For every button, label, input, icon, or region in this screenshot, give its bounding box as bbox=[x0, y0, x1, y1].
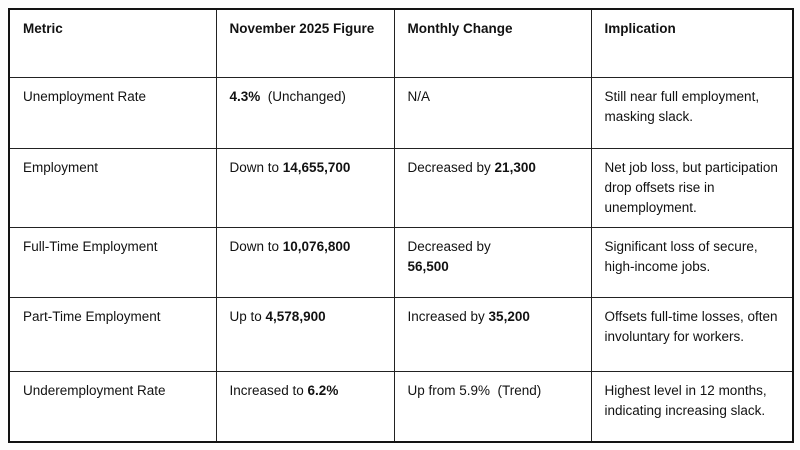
change-cell: Decreased by 56,500 bbox=[393, 226, 592, 298]
metric-cell: Underemployment Rate bbox=[8, 370, 217, 443]
implication-cell: Net job loss, but participation drop off… bbox=[590, 147, 794, 228]
figure-cell: Increased to 6.2% bbox=[215, 370, 395, 443]
table-row: Part-Time Employment Up to 4,578,900 Inc… bbox=[8, 296, 794, 372]
change-cell: N/A bbox=[393, 76, 592, 149]
figure-value: 14,655,700 bbox=[282, 159, 351, 175]
table-row: Unemployment Rate 4.3% (Unchanged) N/A S… bbox=[8, 76, 794, 149]
change-prefix: Increased by bbox=[407, 308, 489, 324]
figure-prefix: Increased to bbox=[229, 382, 308, 398]
figure-prefix: Down to bbox=[229, 238, 283, 254]
table-row: Underemployment Rate Increased to 6.2% U… bbox=[8, 370, 794, 443]
figure-prefix: Up to bbox=[229, 308, 266, 324]
figure-cell: Down to 10,076,800 bbox=[215, 226, 395, 298]
metric-cell: Employment bbox=[8, 147, 217, 228]
column-header-metric: Metric bbox=[8, 8, 217, 78]
figure-cell: 4.3% (Unchanged) bbox=[215, 76, 395, 149]
change-cell: Increased by 35,200 bbox=[393, 296, 592, 372]
implication-cell: Significant loss of secure, high-income … bbox=[590, 226, 794, 298]
change-value: 21,300 bbox=[494, 159, 536, 175]
column-header-figure: November 2025 Figure bbox=[215, 8, 395, 78]
change-cell: Up from 5.9% (Trend) bbox=[393, 370, 592, 443]
change-value: 56,500 bbox=[407, 258, 449, 274]
figure-cell: Up to 4,578,900 bbox=[215, 296, 395, 372]
table-header-row: Metric November 2025 Figure Monthly Chan… bbox=[8, 8, 794, 78]
change-prefix: Up from 5.9% (Trend) bbox=[407, 382, 542, 398]
figure-value: 10,076,800 bbox=[282, 238, 351, 254]
metric-cell: Part-Time Employment bbox=[8, 296, 217, 372]
column-header-change: Monthly Change bbox=[393, 8, 592, 78]
metric-cell: Full-Time Employment bbox=[8, 226, 217, 298]
figure-prefix: Down to bbox=[229, 159, 283, 175]
figure-value: 4.3% bbox=[229, 88, 261, 104]
implication-cell: Highest level in 12 months, indicating i… bbox=[590, 370, 794, 443]
implication-cell: Offsets full-time losses, often involunt… bbox=[590, 296, 794, 372]
table-row: Full-Time Employment Down to 10,076,800 … bbox=[8, 226, 794, 298]
figure-suffix: (Unchanged) bbox=[260, 88, 346, 104]
change-prefix: N/A bbox=[407, 88, 431, 104]
change-prefix: Decreased by bbox=[407, 159, 495, 175]
figure-value: 6.2% bbox=[307, 382, 339, 398]
change-cell: Decreased by 21,300 bbox=[393, 147, 592, 228]
labour-metrics-table: Metric November 2025 Figure Monthly Chan… bbox=[8, 8, 794, 443]
change-prefix: Decreased by bbox=[407, 238, 491, 254]
implication-cell: Still near full employment, masking slac… bbox=[590, 76, 794, 149]
metric-cell: Unemployment Rate bbox=[8, 76, 217, 149]
figure-value: 4,578,900 bbox=[265, 308, 326, 324]
change-value: 35,200 bbox=[488, 308, 530, 324]
table-row: Employment Down to 14,655,700 Decreased … bbox=[8, 147, 794, 228]
figure-cell: Down to 14,655,700 bbox=[215, 147, 395, 228]
column-header-implication: Implication bbox=[590, 8, 794, 78]
